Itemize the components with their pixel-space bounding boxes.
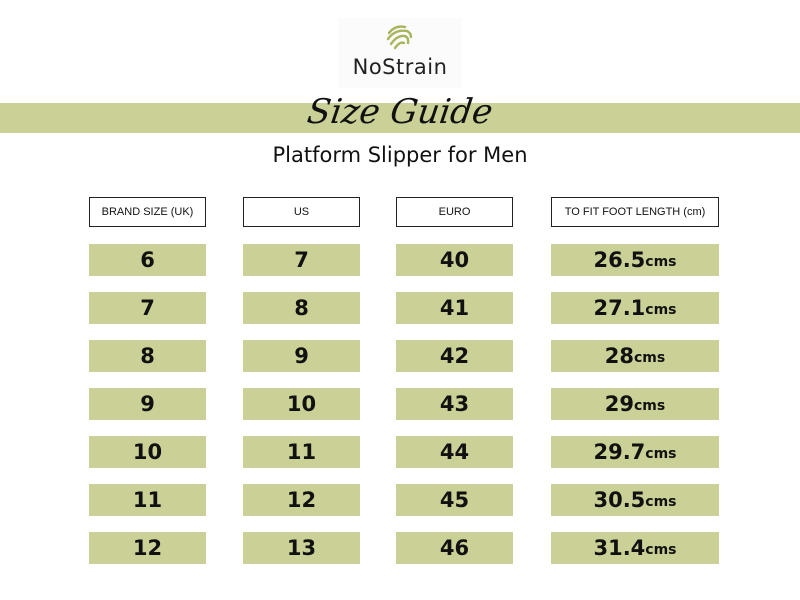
cell-unit: cms: [634, 350, 666, 366]
cell-unit: cms: [645, 542, 677, 558]
column-header-brand-size-uk: BRAND SIZE (UK): [89, 197, 206, 227]
us-size-cell: 9: [243, 340, 360, 372]
cell-value: 31.4: [593, 536, 646, 560]
cell-value: 9: [294, 344, 309, 368]
foot-length-cell: 26.5 cms: [551, 244, 719, 276]
cell-unit: cms: [645, 302, 677, 318]
cell-unit: cms: [645, 446, 677, 462]
cell-value: 29: [604, 392, 634, 416]
cell-value: 7: [294, 248, 309, 272]
brand-name: NoStrain: [352, 55, 448, 79]
euro-size-cell: 43: [396, 388, 513, 420]
cell-value: 13: [286, 536, 317, 560]
cell-value: 27.1: [593, 296, 646, 320]
cell-value: 30.5: [593, 488, 646, 512]
cell-value: 40: [439, 248, 470, 272]
us-size-cell: 10: [243, 388, 360, 420]
cell-unit: cms: [645, 254, 677, 270]
cell-value: 8: [140, 344, 155, 368]
cell-value: 11: [132, 488, 163, 512]
us-size-cell: 12: [243, 484, 360, 516]
foot-length-cell: 30.5 cms: [551, 484, 719, 516]
foot-length-cell: 27.1 cms: [551, 292, 719, 324]
cell-value: 28: [604, 344, 634, 368]
cell-value: 9: [140, 392, 155, 416]
cell-value: 12: [132, 536, 163, 560]
cell-value: 10: [286, 392, 317, 416]
fingerprint-icon: [386, 25, 413, 50]
column-header-foot-length: TO FIT FOOT LENGTH (cm): [551, 197, 719, 227]
cell-value: 46: [439, 536, 470, 560]
column-header-us-size: US: [243, 197, 360, 227]
cell-value: 7: [140, 296, 155, 320]
cell-value: 29.7: [593, 440, 646, 464]
cell-value: 41: [439, 296, 470, 320]
foot-length-cell: 28 cms: [551, 340, 719, 372]
logo: NoStrain: [338, 18, 462, 88]
cell-value: 6: [140, 248, 155, 272]
euro-size-cell: 42: [396, 340, 513, 372]
foot-length-cell: 29.7 cms: [551, 436, 719, 468]
us-size-cell: 13: [243, 532, 360, 564]
us-size-cell: 11: [243, 436, 360, 468]
cell-value: 10: [132, 440, 163, 464]
us-size-cell: 7: [243, 244, 360, 276]
cell-value: 43: [439, 392, 470, 416]
cell-value: 12: [286, 488, 317, 512]
cell-unit: cms: [645, 494, 677, 510]
brand-size-uk-cell: 6: [89, 244, 206, 276]
euro-size-cell: 44: [396, 436, 513, 468]
foot-length-cell: 29 cms: [551, 388, 719, 420]
cell-value: 44: [439, 440, 470, 464]
cell-unit: cms: [634, 398, 666, 414]
brand-size-uk-cell: 10: [89, 436, 206, 468]
foot-length-cell: 31.4 cms: [551, 532, 719, 564]
euro-size-cell: 46: [396, 532, 513, 564]
cell-value: 11: [286, 440, 317, 464]
cell-value: 8: [294, 296, 309, 320]
us-size-cell: 8: [243, 292, 360, 324]
product-subtitle: Platform Slipper for Men: [272, 143, 528, 167]
euro-size-cell: 40: [396, 244, 513, 276]
page-title: Size Guide: [304, 92, 496, 132]
euro-size-cell: 45: [396, 484, 513, 516]
brand-size-uk-cell: 9: [89, 388, 206, 420]
brand-size-uk-cell: 12: [89, 532, 206, 564]
euro-size-cell: 41: [396, 292, 513, 324]
column-header-euro-size: EURO: [396, 197, 513, 227]
cell-value: 42: [439, 344, 470, 368]
brand-size-uk-cell: 8: [89, 340, 206, 372]
brand-size-uk-cell: 7: [89, 292, 206, 324]
title-band: [0, 103, 800, 133]
cell-value: 26.5: [593, 248, 646, 272]
cell-value: 45: [439, 488, 470, 512]
brand-size-uk-cell: 11: [89, 484, 206, 516]
